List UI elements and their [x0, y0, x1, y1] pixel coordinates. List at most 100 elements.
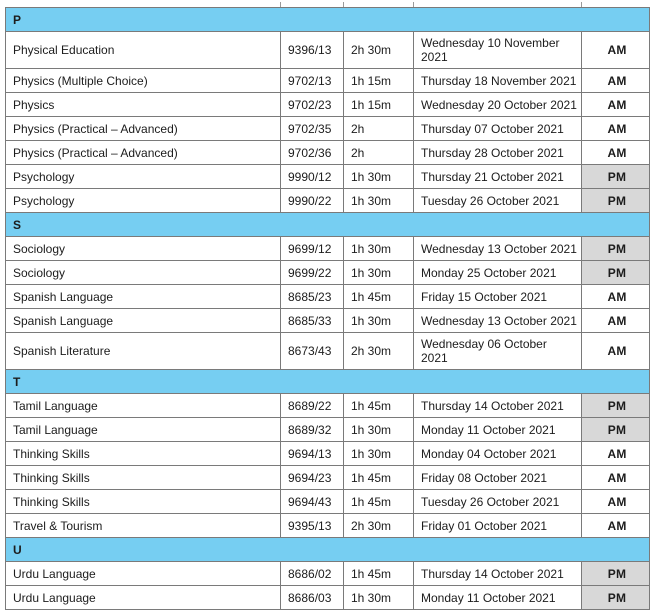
- date-cell: Tuesday 26 October 2021: [413, 489, 582, 514]
- date-cell: Wednesday 10 November 2021: [413, 31, 582, 69]
- code-cell: 8685/23: [280, 284, 344, 309]
- session-cell: PM: [580, 188, 651, 213]
- timetable-page: P Physical Education 9396/13 2h 30m Wedn…: [4, 0, 651, 610]
- exam-timetable: P Physical Education 9396/13 2h 30m Wedn…: [4, 7, 651, 610]
- code-cell: 8686/02: [280, 561, 344, 586]
- subject-cell: Spanish Language: [5, 284, 281, 309]
- table-row: Sociology 9699/12 1h 30m Wednesday 13 Oc…: [5, 236, 651, 261]
- column-border-remnant: [343, 2, 344, 7]
- duration-cell: 1h 30m: [343, 260, 414, 285]
- date-cell: Monday 11 October 2021: [413, 585, 582, 610]
- date-cell: Thursday 28 October 2021: [413, 140, 582, 165]
- timetable-body: P Physical Education 9396/13 2h 30m Wedn…: [4, 7, 651, 610]
- subject-cell: Travel & Tourism: [5, 513, 281, 538]
- subject-cell: Physics (Practical – Advanced): [5, 140, 281, 165]
- code-cell: 9702/36: [280, 140, 344, 165]
- session-cell: PM: [580, 260, 651, 285]
- duration-cell: 1h 45m: [343, 561, 414, 586]
- code-cell: 9990/22: [280, 188, 344, 213]
- table-row: Tamil Language 8689/22 1h 45m Thursday 1…: [5, 393, 651, 418]
- code-cell: 9395/13: [280, 513, 344, 538]
- code-cell: 8685/33: [280, 308, 344, 333]
- code-cell: 9990/12: [280, 164, 344, 189]
- session-cell: PM: [580, 164, 651, 189]
- session-cell: PM: [580, 585, 651, 610]
- section-letter: S: [4, 212, 651, 237]
- table-row: Spanish Language 8685/23 1h 45m Friday 1…: [5, 284, 651, 309]
- date-cell: Wednesday 06 October 2021: [413, 332, 582, 370]
- date-cell: Monday 25 October 2021: [413, 260, 582, 285]
- column-border-remnant: [280, 2, 281, 7]
- table-row: Tamil Language 8689/32 1h 30m Monday 11 …: [5, 417, 651, 442]
- table-row: Thinking Skills 9694/13 1h 30m Monday 04…: [5, 441, 651, 466]
- duration-cell: 1h 30m: [343, 308, 414, 333]
- session-cell: AM: [580, 332, 651, 370]
- date-cell: Wednesday 13 October 2021: [413, 308, 582, 333]
- subject-cell: Psychology: [5, 188, 281, 213]
- code-cell: 9694/13: [280, 441, 344, 466]
- duration-cell: 1h 45m: [343, 489, 414, 514]
- table-row: Physical Education 9396/13 2h 30m Wednes…: [5, 31, 651, 69]
- section-header-row: T: [4, 369, 651, 394]
- section-letter: P: [4, 7, 651, 32]
- duration-cell: 1h 15m: [343, 92, 414, 117]
- duration-cell: 1h 30m: [343, 236, 414, 261]
- session-cell: PM: [580, 417, 651, 442]
- column-border-remnant: [581, 2, 582, 7]
- subject-cell: Physical Education: [5, 31, 281, 69]
- table-row: Travel & Tourism 9395/13 2h 30m Friday 0…: [5, 513, 651, 538]
- date-cell: Thursday 18 November 2021: [413, 68, 582, 93]
- table-row: Physics 9702/23 1h 15m Wednesday 20 Octo…: [5, 92, 651, 117]
- table-row: Thinking Skills 9694/23 1h 45m Friday 08…: [5, 465, 651, 490]
- table-row: Psychology 9990/12 1h 30m Thursday 21 Oc…: [5, 164, 651, 189]
- session-cell: AM: [580, 92, 651, 117]
- subject-cell: Tamil Language: [5, 393, 281, 418]
- code-cell: 8689/32: [280, 417, 344, 442]
- table-row: Psychology 9990/22 1h 30m Tuesday 26 Oct…: [5, 188, 651, 213]
- section-header-row: U: [4, 537, 651, 562]
- code-cell: 9702/23: [280, 92, 344, 117]
- subject-cell: Physics: [5, 92, 281, 117]
- table-row: Sociology 9699/22 1h 30m Monday 25 Octob…: [5, 260, 651, 285]
- table-row: Urdu Language 8686/02 1h 45m Thursday 14…: [5, 561, 651, 586]
- date-cell: Monday 11 October 2021: [413, 417, 582, 442]
- session-cell: AM: [580, 489, 651, 514]
- date-cell: Wednesday 20 October 2021: [413, 92, 582, 117]
- session-cell: AM: [580, 465, 651, 490]
- session-cell: AM: [580, 284, 651, 309]
- session-cell: AM: [580, 31, 651, 69]
- duration-cell: 1h 30m: [343, 417, 414, 442]
- duration-cell: 2h: [343, 140, 414, 165]
- cropped-row-remnant: [5, 2, 649, 7]
- code-cell: 8689/22: [280, 393, 344, 418]
- subject-cell: Spanish Language: [5, 308, 281, 333]
- session-cell: AM: [580, 308, 651, 333]
- code-cell: 9694/43: [280, 489, 344, 514]
- date-cell: Wednesday 13 October 2021: [413, 236, 582, 261]
- session-cell: AM: [580, 116, 651, 141]
- subject-cell: Thinking Skills: [5, 489, 281, 514]
- date-cell: Tuesday 26 October 2021: [413, 188, 582, 213]
- code-cell: 9699/22: [280, 260, 344, 285]
- subject-cell: Sociology: [5, 260, 281, 285]
- subject-cell: Thinking Skills: [5, 465, 281, 490]
- session-cell: AM: [580, 441, 651, 466]
- code-cell: 9702/35: [280, 116, 344, 141]
- date-cell: Friday 01 October 2021: [413, 513, 582, 538]
- session-cell: PM: [580, 561, 651, 586]
- session-cell: PM: [580, 393, 651, 418]
- duration-cell: 1h 45m: [343, 465, 414, 490]
- session-cell: PM: [580, 236, 651, 261]
- duration-cell: 1h 30m: [343, 585, 414, 610]
- duration-cell: 1h 45m: [343, 393, 414, 418]
- code-cell: 8673/43: [280, 332, 344, 370]
- table-row: Spanish Literature 8673/43 2h 30m Wednes…: [5, 332, 651, 370]
- subject-cell: Sociology: [5, 236, 281, 261]
- date-cell: Friday 15 October 2021: [413, 284, 582, 309]
- session-cell: AM: [580, 513, 651, 538]
- duration-cell: 1h 45m: [343, 284, 414, 309]
- table-row: Physics (Multiple Choice) 9702/13 1h 15m…: [5, 68, 651, 93]
- session-cell: AM: [580, 140, 651, 165]
- duration-cell: 2h 30m: [343, 332, 414, 370]
- code-cell: 9699/12: [280, 236, 344, 261]
